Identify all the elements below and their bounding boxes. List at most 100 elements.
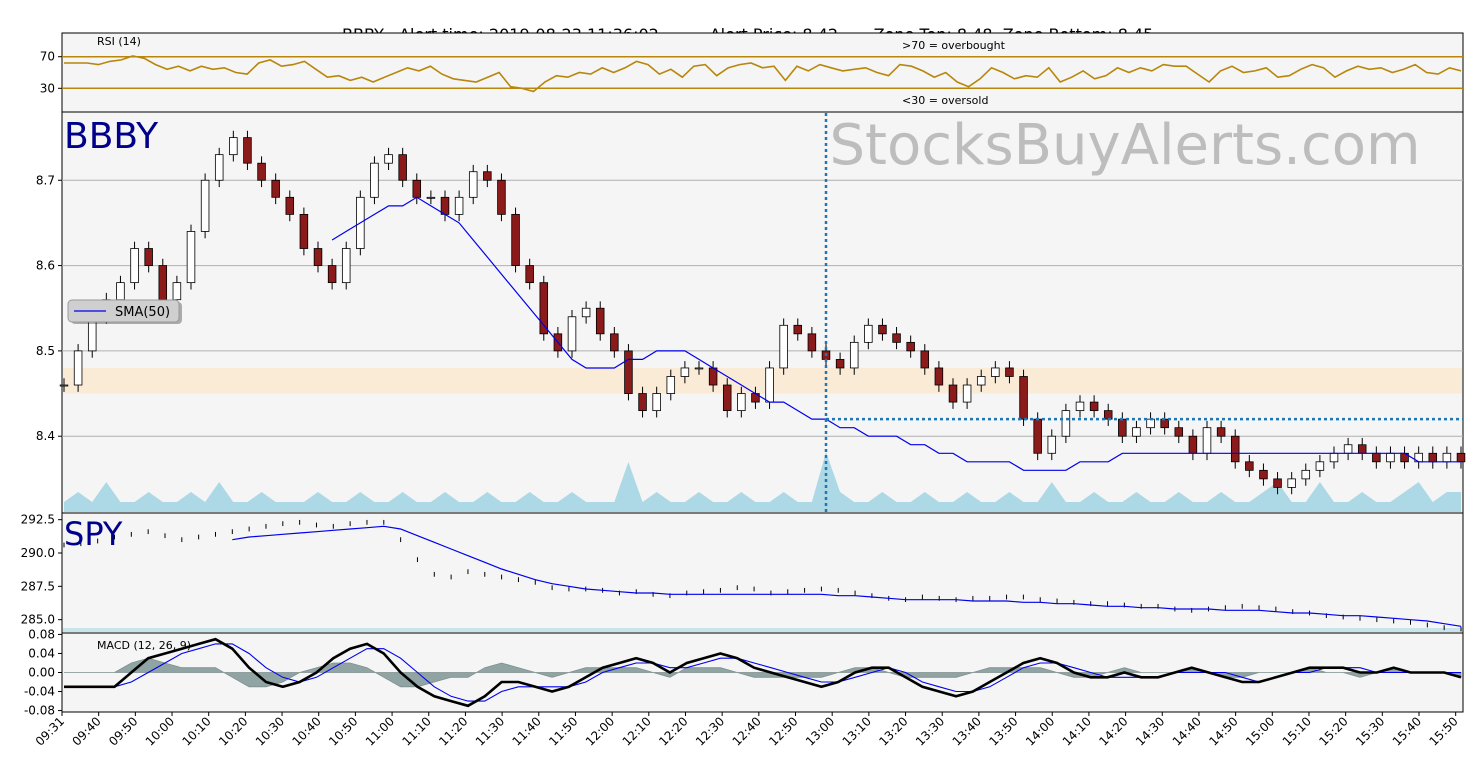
rsi-panel [61, 32, 1464, 113]
bbby-candle [1033, 418, 1042, 454]
x-tick-label: 13:00 [803, 714, 837, 748]
bbby-candle [271, 179, 280, 198]
grid-layer [62, 55, 1463, 437]
bbby-candle [906, 341, 915, 352]
x-tick-label: 14:20 [1096, 714, 1130, 748]
bbby-candle [130, 248, 139, 284]
bbby-candle [243, 137, 252, 164]
bbby-candle [214, 154, 224, 181]
bbby-candle [581, 307, 591, 318]
x-tick-label: 14:30 [1133, 714, 1167, 748]
bbby-candle [1428, 452, 1438, 463]
x-tick-label: 15:20 [1316, 714, 1350, 748]
bbby-candle [299, 213, 309, 249]
bbby-candle [595, 307, 605, 335]
macd-ytick-label: 0.08 [28, 627, 55, 641]
x-tick-label: 10:30 [253, 714, 287, 748]
bbby-candle [1118, 418, 1127, 437]
x-tick-label: 13:30 [913, 714, 947, 748]
bbby-candle [1329, 452, 1339, 463]
bbby-candle [370, 162, 379, 198]
bbby-candle [1019, 376, 1028, 420]
sma-legend: SMA(50) [67, 299, 182, 324]
bbby-candle [976, 376, 986, 386]
x-tick-label: 12:10 [620, 714, 654, 748]
spy-sma-line [232, 525, 1462, 627]
bbby-candle [962, 384, 972, 403]
bbby-candle [412, 179, 422, 198]
macd-title: MACD (12, 26, 9) [97, 639, 191, 652]
bbby-candle [807, 333, 817, 352]
x-tick-label: 12:30 [693, 714, 727, 748]
rsi-ytick-label: 70 [40, 50, 55, 64]
bbby-candle [1103, 410, 1113, 420]
x-tick-label: 11:20 [436, 714, 470, 748]
x-tick-label: 14:10 [1060, 714, 1094, 748]
bbby-ticker-label: BBBY [64, 116, 159, 157]
bbby-candle [1146, 418, 1155, 429]
macd-ytick-label: 0.04 [28, 646, 55, 660]
bbby-candle [186, 231, 196, 284]
rsi-title: RSI (14) [97, 35, 141, 48]
legend-sma-label: SMA(50) [115, 305, 170, 320]
price-panel [61, 111, 1464, 514]
alert-zone-band [63, 367, 1462, 394]
macd-ytick-label: -0.04 [24, 685, 55, 699]
bbby-candle [1075, 401, 1085, 412]
x-tick-label: 09:40 [69, 714, 103, 748]
bbby-candle [694, 367, 704, 370]
volume-layer [63, 452, 1462, 632]
bbby-candle [1216, 427, 1226, 437]
bbby-candle [497, 179, 506, 215]
rsi-oversold-label: <30 = oversold [902, 94, 988, 107]
bbby-candle [765, 367, 774, 403]
bbby-sma-line [331, 196, 1461, 471]
bbby-candle [327, 265, 337, 284]
bbby-candle [1047, 435, 1057, 454]
bbby-candle [440, 196, 450, 215]
bbby-candle [1287, 478, 1296, 488]
bbby-candle [313, 248, 323, 266]
bbby-candle [384, 154, 393, 164]
x-tick-label: 10:40 [289, 714, 323, 748]
rsi-line [64, 55, 1462, 93]
x-tick-label: 10:00 [143, 714, 177, 748]
x-tick-label: 11:30 [473, 714, 507, 748]
bbby-candle [1160, 418, 1169, 429]
bbby-candle [73, 350, 83, 386]
bbby-candle [1259, 469, 1268, 480]
x-tick-label: 11:00 [363, 714, 397, 748]
bbby-candle [892, 333, 901, 343]
bbby-ytick-label: 8.6 [36, 259, 55, 273]
x-tick-label: 14:40 [1170, 714, 1204, 748]
x-tick-label: 09:50 [106, 714, 140, 748]
bbby-candle [172, 282, 182, 301]
x-tick-label: 13:20 [876, 714, 910, 748]
bbby-candle [835, 359, 845, 369]
macd-ytick-label: 0.00 [28, 666, 55, 680]
x-tick-label: 11:40 [510, 714, 544, 748]
x-tick-label: 13:10 [840, 714, 874, 748]
bbby-candle [426, 196, 436, 199]
x-tick-label: 15:50 [1426, 714, 1460, 748]
spy-ticker-label: SPY [64, 515, 123, 553]
x-tick-label: 10:50 [326, 714, 360, 748]
bbby-candle [468, 171, 478, 198]
spy-ytick-label: 285.0 [21, 613, 55, 627]
bbby-candle [567, 316, 577, 352]
bbby-candle [779, 324, 788, 369]
bbby-candle [878, 324, 887, 335]
bbby-candle [1188, 435, 1198, 454]
x-tick-label: 12:20 [656, 714, 690, 748]
x-tick-label: 12:00 [583, 714, 617, 748]
x-tick-label: 12:50 [766, 714, 800, 748]
bbby-candle [1230, 435, 1240, 463]
macd-histogram [64, 657, 1462, 688]
x-tick-label: 10:20 [216, 714, 250, 748]
x-tick-label: 12:40 [730, 714, 764, 748]
macd-line [64, 637, 1462, 708]
bbby-candle [920, 350, 930, 369]
bbby-candle [1357, 444, 1367, 454]
